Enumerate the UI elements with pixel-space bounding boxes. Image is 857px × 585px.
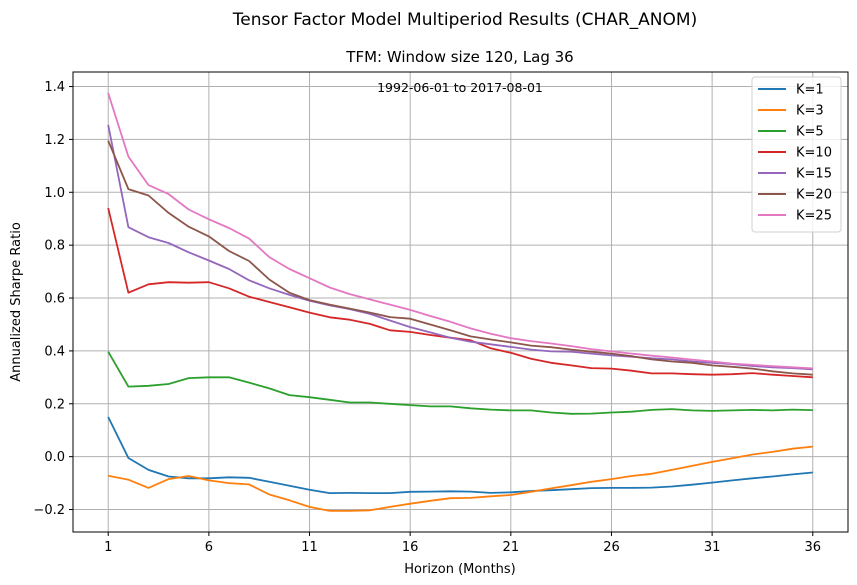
series-line-k-5 bbox=[107, 351, 813, 415]
y-axis-label: Annualized Sharpe Ratio bbox=[9, 222, 24, 382]
series-line-k-25 bbox=[107, 92, 813, 370]
x-tick-label: 26 bbox=[603, 540, 620, 555]
x-tick-label: 36 bbox=[804, 540, 821, 555]
x-tick-label: 11 bbox=[301, 540, 318, 555]
chart-legend: K=1 K=3 K=5 K=10 K=15 K=20 K=25 bbox=[751, 76, 842, 233]
series-line-k-20 bbox=[107, 140, 813, 376]
y-tick-label: 1.2 bbox=[44, 133, 65, 148]
legend-label: K=10 bbox=[796, 146, 832, 161]
series-line-k-3 bbox=[108, 445, 813, 512]
x-axis-label: Horizon (Months) bbox=[404, 562, 516, 577]
x-tick-label: 1 bbox=[104, 540, 112, 555]
y-tick-label: 0.8 bbox=[44, 239, 65, 254]
chart-title: TFM: Window size 120, Lag 36 bbox=[345, 48, 573, 66]
series-line-k-1 bbox=[107, 416, 813, 495]
series-lines bbox=[107, 92, 813, 512]
y-tick-label: −0.2 bbox=[33, 503, 65, 518]
legend-label: K=20 bbox=[796, 188, 832, 203]
x-tick-label: 16 bbox=[402, 540, 419, 555]
x-tick-label: 31 bbox=[704, 540, 721, 555]
legend-label: K=15 bbox=[796, 167, 832, 182]
legend-label: K=5 bbox=[796, 125, 824, 140]
y-tick-label: 1.0 bbox=[44, 186, 65, 201]
legend-label: K=1 bbox=[796, 83, 824, 98]
x-tick-label: 21 bbox=[503, 540, 520, 555]
x-axis-ticks: 1 6 11 16 21 26 31 36 bbox=[104, 532, 821, 555]
y-tick-label: 1.4 bbox=[44, 80, 65, 95]
y-tick-label: 0.4 bbox=[44, 344, 65, 359]
date-range-annotation: 1992-06-01 to 2017-08-01 bbox=[377, 80, 543, 95]
figure-suptitle: Tensor Factor Model Multiperiod Results … bbox=[232, 10, 697, 30]
y-tick-label: 0.0 bbox=[44, 450, 65, 465]
legend-label: K=3 bbox=[796, 104, 824, 119]
y-axis-ticks: −0.2 0.0 0.2 0.4 0.6 0.8 1.0 1.2 1.4 bbox=[33, 80, 73, 518]
series-line-k-15 bbox=[107, 124, 813, 371]
y-tick-label: 0.6 bbox=[44, 292, 65, 307]
y-tick-label: 0.2 bbox=[44, 397, 65, 412]
legend-label: K=25 bbox=[796, 209, 832, 224]
x-tick-label: 6 bbox=[205, 540, 213, 555]
plot-area-frame bbox=[72, 71, 849, 533]
